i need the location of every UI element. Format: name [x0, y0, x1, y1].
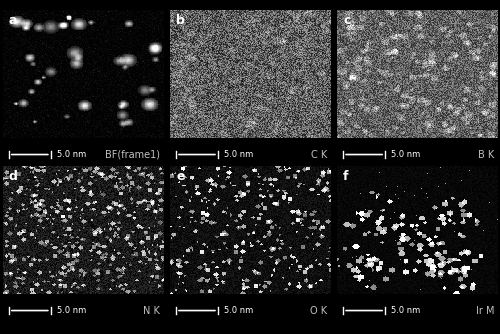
- Text: N K: N K: [143, 306, 160, 316]
- Text: e: e: [176, 170, 184, 183]
- Text: f: f: [343, 170, 348, 183]
- Text: 5.0 nm: 5.0 nm: [224, 306, 254, 315]
- Text: 5.0 nm: 5.0 nm: [57, 150, 86, 159]
- Text: Ir M: Ir M: [476, 306, 494, 316]
- Text: 5.0 nm: 5.0 nm: [224, 150, 254, 159]
- Text: 5.0 nm: 5.0 nm: [392, 306, 420, 315]
- Text: O K: O K: [310, 306, 327, 316]
- Text: c: c: [343, 14, 350, 27]
- Text: B K: B K: [478, 150, 494, 160]
- Text: a: a: [9, 14, 18, 27]
- Text: d: d: [9, 170, 18, 183]
- Text: 5.0 nm: 5.0 nm: [392, 150, 420, 159]
- Text: BF(frame1): BF(frame1): [105, 150, 160, 160]
- Text: C K: C K: [311, 150, 327, 160]
- Text: 5.0 nm: 5.0 nm: [57, 306, 86, 315]
- Text: b: b: [176, 14, 185, 27]
